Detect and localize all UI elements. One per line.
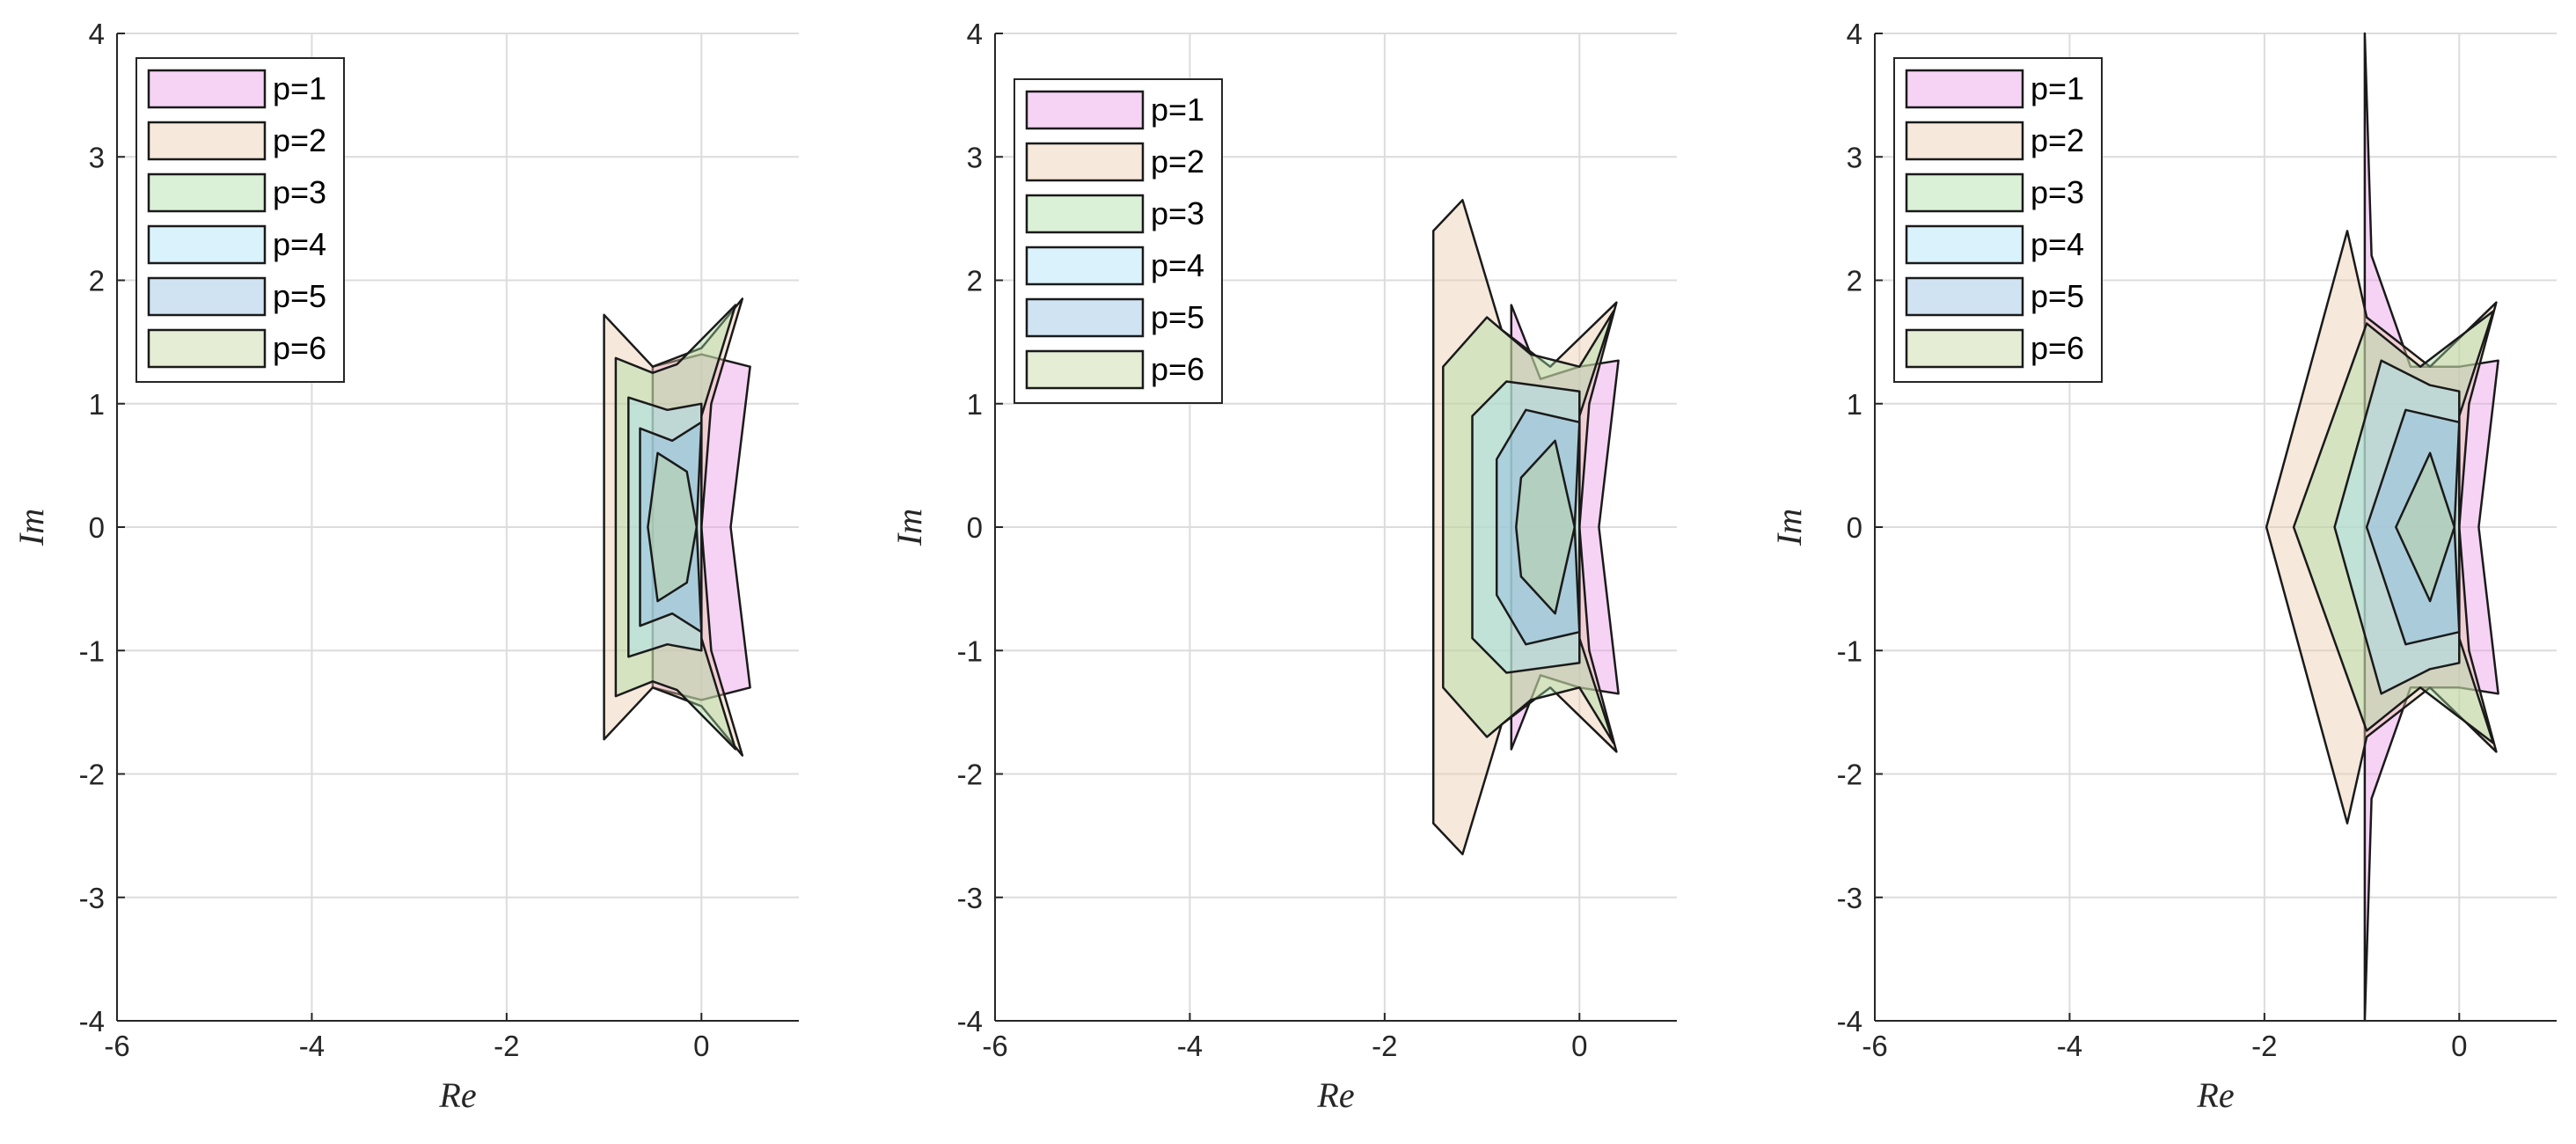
y-tick-label: 0 (1847, 511, 1862, 544)
legend-swatch (1025, 194, 1145, 234)
legend-swatch (1905, 328, 2024, 369)
x-tick-label: -4 (1177, 1030, 1203, 1062)
legend-box (1014, 78, 1223, 404)
x-axis-label: Re (438, 1075, 476, 1115)
y-tick-label: 0 (967, 511, 983, 544)
region-p-4 (627, 396, 703, 658)
y-tick-label: 4 (1847, 18, 1862, 50)
x-axis-label: Re (1316, 1075, 1354, 1115)
legend-swatch (1025, 297, 1145, 338)
y-tick-label: 4 (967, 18, 983, 50)
legend-label: p=2 (2031, 122, 2084, 158)
legend-label: p=2 (1151, 143, 1204, 180)
region-p-1 (2363, 32, 2499, 1023)
x-tick-label: -4 (299, 1030, 325, 1062)
region-p-6 (647, 451, 699, 603)
x-axis-label: Re (2196, 1075, 2234, 1115)
legend-swatch (1905, 276, 2024, 317)
x-tick-label: -6 (104, 1030, 129, 1062)
legend-label: p=1 (2031, 70, 2084, 106)
x-tick-label: -2 (1372, 1030, 1397, 1062)
legend-box (135, 57, 345, 383)
y-tick-label: 4 (89, 18, 105, 50)
y-tick-label: 1 (1847, 388, 1862, 421)
legend-label: p=3 (2031, 174, 2084, 210)
legend-swatch (1025, 90, 1145, 130)
legend-label: p=6 (1151, 351, 1204, 387)
region-p-6 (1515, 439, 1577, 615)
legend-label: p=4 (273, 226, 326, 262)
y-tick-label: -4 (1837, 1005, 1862, 1038)
legend-swatch (1905, 172, 2024, 213)
y-axis-label: Im (889, 509, 929, 546)
y-tick-label: -2 (79, 759, 105, 791)
region-p-5 (1495, 408, 1581, 646)
legend: p=1 p=2 p=3 p=4 p=5 p=6 (1014, 78, 1223, 404)
y-tick-label: -3 (1837, 882, 1862, 914)
legend-swatch (1025, 246, 1145, 286)
legend-swatch (147, 121, 267, 161)
y-tick-label: -4 (79, 1005, 105, 1038)
y-tick-label: 2 (1847, 265, 1862, 297)
y-tick-label: 0 (89, 511, 105, 544)
legend-swatch (1025, 349, 1145, 390)
legend: p=1 p=2 p=3 p=4 p=5 p=6 (1893, 57, 2103, 383)
legend-label: p=5 (2031, 278, 2084, 314)
chart-panel-2: -6 -4 -2 0-4-3-2-101234ReImp=1p=2p=3p=4p=5p… (889, 18, 1677, 1115)
y-tick-label: -1 (957, 634, 983, 667)
x-tick-label: -6 (982, 1030, 1007, 1062)
y-tick-label: -2 (957, 759, 983, 791)
y-tick-label: -1 (1837, 634, 1862, 667)
legend-swatch (147, 276, 267, 317)
y-axis-label: Im (1769, 509, 1809, 546)
y-tick-label: 3 (89, 141, 105, 173)
y-tick-label: -3 (79, 882, 105, 914)
region-p-6 (2395, 451, 2456, 603)
region-p-1 (1510, 304, 1620, 751)
legend-swatch (147, 328, 267, 369)
legend-label: p=4 (2031, 226, 2084, 262)
legend-label: p=3 (273, 174, 326, 210)
legend-label: p=4 (1151, 247, 1204, 283)
legend-label: p=6 (2031, 330, 2084, 366)
y-tick-label: -3 (957, 882, 983, 914)
y-tick-label: 3 (1847, 141, 1862, 173)
y-tick-label: 3 (967, 141, 983, 173)
y-tick-label: 2 (89, 265, 105, 297)
legend-label: p=5 (273, 278, 326, 314)
y-tick-label: -2 (1837, 759, 1862, 791)
x-tick-label: -2 (494, 1030, 519, 1062)
legend-label: p=2 (273, 122, 326, 158)
x-tick-label: -6 (1862, 1030, 1887, 1062)
y-tick-label: 1 (967, 388, 983, 421)
y-axis-label: Im (11, 509, 51, 546)
x-tick-label: -2 (2251, 1030, 2277, 1062)
legend: p=1 p=2 p=3 p=4 p=5 p=6 (135, 57, 345, 383)
chart-panel-1: -6 -4 -2 0-4-3-2-101234ReImp=1p=2p=3p=4p=5p… (11, 18, 799, 1115)
legend-label: p=1 (273, 70, 326, 106)
legend-swatch (147, 224, 267, 265)
y-tick-label: 1 (89, 388, 105, 421)
legend-label: p=6 (273, 330, 326, 366)
x-tick-label: -4 (2057, 1030, 2082, 1062)
legend-label: p=1 (1151, 92, 1204, 128)
region-p-2 (603, 297, 744, 757)
legend-label: p=5 (1151, 299, 1204, 335)
legend-swatch (1025, 142, 1145, 182)
x-tick-label: 0 (2451, 1030, 2467, 1062)
chart-panel-3: -6 -4 -2 0-4-3-2-101234ReImp=1p=2p=3p=4p=5p… (1769, 18, 2557, 1115)
legend-swatch (1905, 121, 2024, 161)
y-tick-label: 2 (967, 265, 983, 297)
y-tick-label: -4 (957, 1005, 983, 1038)
legend-box (1893, 57, 2103, 383)
x-tick-label: 0 (693, 1030, 709, 1062)
x-tick-label: 0 (1571, 1030, 1587, 1062)
legend-label: p=3 (1151, 195, 1204, 231)
legend-swatch (147, 172, 267, 213)
y-tick-label: -1 (79, 634, 105, 667)
legend-swatch (147, 69, 267, 109)
legend-swatch (1905, 69, 2024, 109)
legend-swatch (1905, 224, 2024, 265)
